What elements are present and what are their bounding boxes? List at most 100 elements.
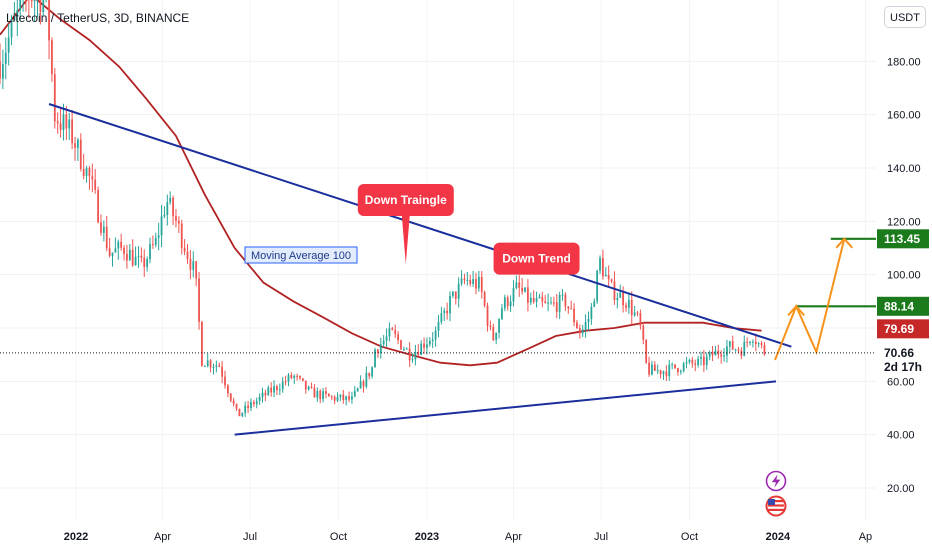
candle (720, 350, 723, 364)
candle (630, 291, 633, 325)
indicator-icons[interactable] (765, 470, 787, 517)
us-flag-icon[interactable] (765, 495, 787, 517)
candle (166, 194, 169, 226)
candle-body (212, 366, 215, 368)
candle-body (85, 168, 88, 176)
callout-down-trend[interactable]: Down Trend (493, 242, 580, 275)
projection-path[interactable] (774, 238, 846, 361)
price-tick-label: 120.00 (887, 216, 921, 228)
candle (218, 362, 221, 368)
candle (4, 37, 7, 80)
support-trendline[interactable] (234, 380, 777, 436)
candle (53, 67, 56, 129)
candle-body (662, 371, 665, 375)
candle-body (4, 52, 7, 65)
candle-body (82, 169, 85, 176)
candle (284, 375, 287, 386)
candle (117, 239, 120, 260)
time-axis[interactable]: 2022 Apr Jul Oct 2023 Apr Jul Oct 2024 Ap (0, 520, 932, 550)
callout-down-triangle[interactable]: Down Traingle (357, 184, 454, 264)
candle (518, 275, 521, 297)
candle (746, 337, 749, 348)
candle-body (498, 319, 500, 333)
candle (708, 350, 711, 361)
candle (737, 346, 740, 354)
candle-body (737, 349, 740, 351)
candle-body (238, 408, 241, 417)
candle-body (423, 343, 425, 348)
candle (552, 296, 555, 307)
price-axis[interactable]: 20.0040.0060.0080.00100.00120.00140.0016… (876, 0, 932, 550)
candle-body (310, 386, 313, 388)
callout-text: Down Traingle (365, 193, 447, 207)
drawings-layer[interactable]: Moving Average 100 Down Traingle Down Tren… (0, 103, 876, 436)
moving-average-label[interactable]: Moving Average 100 (244, 246, 358, 264)
flash-icon[interactable] (765, 470, 787, 492)
candle-body (512, 288, 515, 302)
grid-lines (0, 0, 876, 520)
candle-body (475, 279, 477, 289)
candle (336, 392, 339, 403)
candle-body (567, 306, 570, 309)
price-label-box (877, 319, 929, 339)
candle (206, 353, 209, 368)
candle (544, 294, 547, 304)
candle-body (351, 396, 353, 400)
candle (379, 337, 382, 359)
candle-body (521, 287, 524, 292)
candle-body (734, 349, 737, 351)
candle (126, 244, 128, 269)
candle (656, 364, 659, 374)
candle (602, 249, 604, 280)
candle (281, 376, 284, 393)
candle (39, 0, 42, 25)
candle (760, 340, 763, 349)
candle-body (177, 220, 180, 224)
candle-body (486, 305, 489, 326)
candle-body (694, 363, 697, 365)
candle (466, 272, 469, 286)
candle (189, 250, 192, 280)
candle (717, 344, 720, 359)
resistance-trendline[interactable] (48, 103, 792, 348)
candle (348, 391, 350, 403)
candle-body (581, 329, 584, 334)
price-label[interactable]: 79.69 (877, 319, 929, 339)
candle-body (313, 387, 316, 398)
currency-button[interactable]: USDT (884, 6, 926, 28)
candle (374, 347, 376, 368)
candle (564, 292, 567, 311)
price-label[interactable]: 88.14 (877, 296, 929, 316)
projection-arrow-head[interactable] (787, 304, 805, 316)
candle-body (16, 9, 19, 17)
price-label[interactable]: 113.45 (877, 229, 929, 249)
moving-average-layer (0, 0, 762, 367)
candle-body (754, 341, 757, 344)
candle-body (452, 291, 454, 296)
candle (59, 107, 62, 138)
candle (477, 270, 480, 292)
candle (498, 318, 500, 339)
candle (1, 49, 4, 90)
candle (757, 341, 760, 348)
time-axis-background (0, 520, 932, 550)
candle (157, 222, 160, 251)
candle-body (267, 387, 270, 396)
candle (625, 302, 627, 312)
projection-arrow-head[interactable] (835, 237, 854, 249)
candle (711, 346, 714, 362)
candle-body (599, 257, 601, 271)
price-label-text: 79.69 (884, 322, 914, 336)
candle (68, 112, 71, 141)
callout-pointer (532, 261, 541, 274)
candle-body (414, 351, 417, 360)
symbol-title[interactable]: Litecoin / TetherUS, 3D, BINANCE (6, 11, 190, 25)
candle (0, 43, 1, 85)
candle-body (633, 312, 636, 316)
candle-body (466, 279, 469, 281)
candle-body (743, 341, 746, 356)
candle (56, 112, 59, 134)
candle (238, 408, 241, 417)
